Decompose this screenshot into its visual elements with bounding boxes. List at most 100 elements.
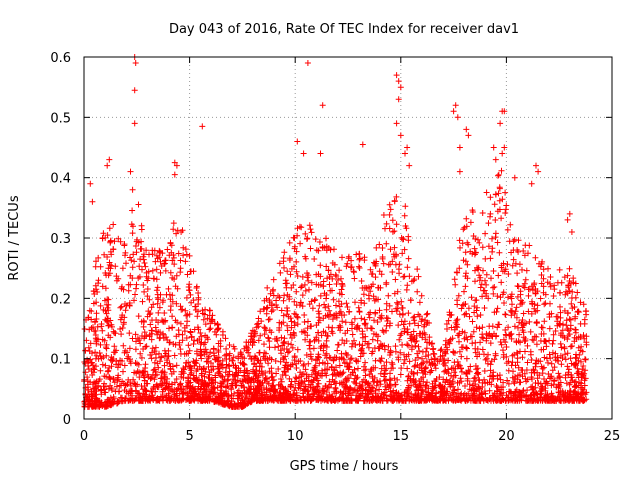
data-point <box>567 393 574 400</box>
data-point <box>155 364 162 371</box>
data-point <box>205 382 212 389</box>
data-point <box>161 369 168 376</box>
data-point <box>179 391 186 397</box>
data-point <box>401 212 408 219</box>
data-point <box>548 382 555 389</box>
data-point <box>557 289 564 296</box>
data-point <box>237 399 244 406</box>
data-point <box>460 226 467 233</box>
data-point <box>103 403 110 410</box>
data-point <box>395 354 402 361</box>
data-point <box>315 396 322 403</box>
data-point <box>226 371 233 378</box>
data-point <box>455 361 462 368</box>
data-point <box>186 395 193 402</box>
data-point <box>266 368 273 375</box>
data-point <box>463 126 470 133</box>
data-point <box>211 385 218 392</box>
data-point <box>562 291 569 298</box>
data-point <box>164 359 171 366</box>
data-point <box>389 269 396 275</box>
data-point <box>420 359 427 366</box>
data-point <box>297 240 304 247</box>
data-point <box>169 381 176 388</box>
data-point <box>205 374 212 381</box>
data-point <box>205 355 212 362</box>
data-point <box>200 316 207 323</box>
data-point <box>540 275 547 282</box>
data-point <box>173 395 180 402</box>
data-point <box>232 362 239 369</box>
data-point <box>441 397 447 404</box>
data-point <box>333 281 340 287</box>
data-point <box>456 348 463 355</box>
data-point <box>351 275 358 282</box>
data-point <box>372 364 379 371</box>
data-point <box>270 394 277 401</box>
data-point <box>582 367 589 374</box>
data-point <box>89 198 96 205</box>
data-point <box>398 318 405 325</box>
data-point <box>146 311 153 318</box>
data-point <box>351 375 358 382</box>
data-point <box>179 306 186 313</box>
data-point <box>278 307 285 314</box>
data-point <box>469 209 476 215</box>
data-point <box>82 398 88 405</box>
data-point <box>215 349 222 355</box>
data-point <box>105 322 112 329</box>
data-point <box>197 341 204 347</box>
data-point <box>299 292 306 299</box>
data-point <box>475 371 482 378</box>
data-point <box>475 264 482 271</box>
data-point <box>170 220 177 227</box>
data-point <box>510 256 517 263</box>
data-point <box>239 378 246 385</box>
data-point <box>294 273 301 279</box>
data-point <box>456 237 463 244</box>
data-point <box>333 273 340 280</box>
data-point <box>332 395 339 402</box>
data-point <box>304 270 310 277</box>
data-point <box>492 156 499 163</box>
data-point <box>93 352 100 359</box>
data-point <box>464 345 470 352</box>
data-point <box>419 387 426 394</box>
data-point <box>223 345 230 352</box>
data-point <box>401 328 408 335</box>
data-point <box>105 301 112 308</box>
data-point <box>206 307 213 314</box>
data-point <box>497 339 504 345</box>
data-point <box>308 378 315 385</box>
data-point <box>149 317 155 324</box>
data-point <box>297 299 304 306</box>
data-point <box>484 360 491 367</box>
data-point <box>316 360 323 367</box>
data-point <box>272 358 279 364</box>
data-point <box>426 334 433 341</box>
data-point <box>511 323 518 330</box>
data-point <box>245 349 252 356</box>
data-point <box>405 255 412 262</box>
data-point <box>173 162 180 169</box>
data-point <box>185 284 192 290</box>
data-point <box>414 369 421 376</box>
data-point <box>143 247 150 254</box>
data-point <box>186 347 193 354</box>
data-point <box>411 379 418 386</box>
data-point <box>282 372 289 379</box>
data-point <box>217 390 224 396</box>
data-point <box>543 379 550 386</box>
data-point <box>298 284 304 291</box>
data-point <box>565 282 572 289</box>
data-point <box>333 390 340 397</box>
data-point <box>382 383 389 390</box>
data-point <box>111 379 118 386</box>
data-point <box>110 246 117 253</box>
data-point <box>372 262 379 269</box>
data-point <box>515 364 522 371</box>
data-point <box>568 295 575 301</box>
data-point <box>213 331 220 338</box>
data-point <box>511 174 518 181</box>
data-point <box>130 251 137 258</box>
